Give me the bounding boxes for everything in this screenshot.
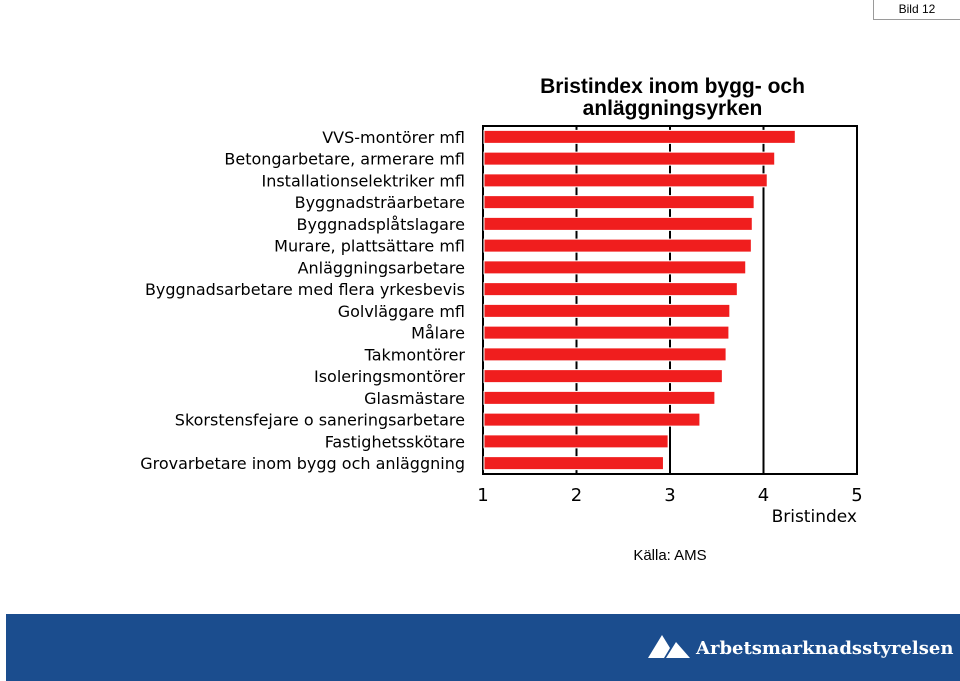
category-label: Isoleringsmontörer bbox=[314, 367, 465, 386]
bar bbox=[483, 173, 768, 188]
category-label: Golvläggare mfl bbox=[338, 302, 465, 321]
category-label: Byggnadsplåtslagare bbox=[297, 215, 466, 234]
category-label: Fastighetsskötare bbox=[325, 432, 465, 451]
category-label: Byggnadsträarbetare bbox=[295, 193, 465, 212]
category-label: Takmontörer bbox=[364, 345, 466, 364]
footer-bar: Arbetsmarknadsstyrelsen bbox=[6, 614, 960, 681]
x-axis-label: Bristindex bbox=[772, 507, 857, 527]
bar bbox=[483, 456, 664, 471]
bar bbox=[483, 390, 716, 405]
chart-title: Bristindex inom bygg- och anläggningsyrk… bbox=[540, 75, 805, 120]
source-note: Källa: AMS bbox=[633, 547, 707, 564]
bar bbox=[483, 434, 669, 449]
ams-logo-icon bbox=[648, 635, 690, 658]
x-tick-label: 4 bbox=[758, 485, 769, 506]
bar bbox=[483, 216, 753, 231]
bar bbox=[483, 282, 738, 297]
category-label: Anläggningsarbetare bbox=[298, 258, 465, 277]
bar bbox=[483, 238, 752, 253]
category-label: Installationselektriker mfl bbox=[261, 171, 465, 190]
x-tick-label: 3 bbox=[664, 485, 675, 506]
category-label: Målare bbox=[411, 324, 465, 343]
bar bbox=[483, 412, 701, 427]
bar bbox=[483, 325, 730, 340]
x-tick-label: 2 bbox=[571, 485, 582, 506]
x-tick-label: 5 bbox=[851, 485, 862, 506]
bar bbox=[483, 195, 755, 210]
brand-name: Arbetsmarknadsstyrelsen bbox=[696, 638, 954, 659]
bar bbox=[483, 369, 723, 384]
category-label: VVS-montörer mfl bbox=[322, 128, 465, 147]
category-label: Byggnadsarbetare med flera yrkesbevis bbox=[145, 280, 465, 299]
category-label: Betongarbetare, armerare mfl bbox=[224, 150, 465, 169]
category-label: Skorstensfejare o saneringsarbetare bbox=[175, 411, 465, 430]
bar bbox=[483, 260, 747, 275]
bar bbox=[483, 151, 776, 166]
category-label: Murare, plattsättare mfl bbox=[274, 237, 465, 256]
bar-chart: VVS-montörer mfl Betongarbetare, armerare… bbox=[140, 125, 863, 527]
bar bbox=[483, 347, 727, 362]
bar bbox=[483, 303, 731, 318]
category-label: Glasmästare bbox=[364, 389, 465, 408]
bar bbox=[483, 129, 796, 144]
slide-number-badge: Bild 12 bbox=[873, 0, 960, 20]
category-label: Grovarbetare inom bygg och anläggning bbox=[140, 454, 465, 473]
x-tick-label: 1 bbox=[477, 485, 488, 506]
